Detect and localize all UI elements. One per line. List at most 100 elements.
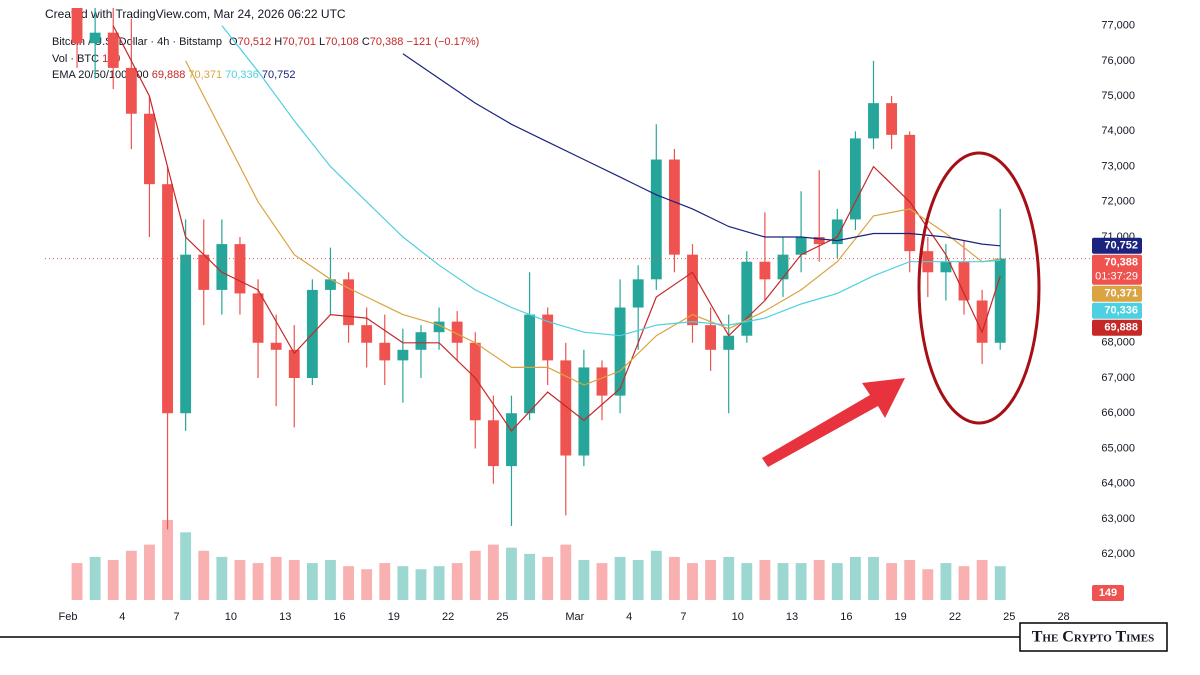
price-tag <box>1092 319 1142 336</box>
volume-bar <box>451 563 463 600</box>
candle-body <box>886 103 898 135</box>
volume-bar <box>144 544 155 600</box>
candle-body <box>542 314 554 361</box>
x-tick-label: Feb <box>59 611 78 623</box>
x-tick-label: 10 <box>225 611 237 623</box>
volume-bar <box>668 556 680 600</box>
ema-line <box>112 25 1001 432</box>
volume-bar <box>705 560 717 600</box>
volume-bar <box>976 560 988 600</box>
volume-bar <box>415 569 427 600</box>
candle-body <box>940 261 952 273</box>
candle-body <box>252 293 264 343</box>
candle-body <box>487 420 499 467</box>
ema-line <box>185 60 1001 386</box>
volume-bar <box>596 563 608 600</box>
candle-body <box>288 349 300 378</box>
x-tick-label: 16 <box>333 611 345 623</box>
created-note: Created with TradingView.com, Mar 24, 20… <box>45 7 346 21</box>
y-tick-label: 64,000 <box>1101 478 1135 490</box>
candle-body <box>343 279 354 326</box>
candle-body <box>849 138 861 220</box>
x-tick-label: 13 <box>279 611 291 623</box>
x-tick-label: 10 <box>732 611 744 623</box>
volume-tag <box>1092 585 1124 601</box>
volume-bar <box>180 532 192 600</box>
candle-body <box>198 254 210 290</box>
volume-bar <box>759 560 771 600</box>
countdown: 01:37:29 <box>1095 271 1138 283</box>
logo: The Crypto Times <box>1032 629 1155 646</box>
volume-bar <box>886 563 898 600</box>
volume-bar <box>650 550 662 600</box>
candle-body <box>451 321 463 343</box>
price-tag-label: 69,888 <box>1104 322 1138 334</box>
volume-bar <box>560 544 572 600</box>
volume-bar <box>343 566 354 600</box>
ema-legend: EMA 20/50/100/200 69,888 70,371 70,336 7… <box>52 69 296 81</box>
y-tick-label: 66,000 <box>1101 407 1135 419</box>
volume-bar <box>288 560 300 600</box>
x-tick-label: 25 <box>496 611 508 623</box>
volume-bar <box>614 556 626 600</box>
candle-body <box>813 237 825 245</box>
price-tag <box>1092 302 1142 319</box>
x-tick-label: 19 <box>895 611 907 623</box>
candle-body <box>144 113 155 185</box>
price-tag <box>1092 285 1142 302</box>
ohlc-value: 70,512 <box>238 36 272 48</box>
ohlc-value: 70,108 <box>325 36 359 48</box>
x-tick-label: 28 <box>1057 611 1069 623</box>
ohlc-key: H <box>274 36 282 48</box>
candle-body <box>759 261 771 280</box>
volume-bar <box>831 563 843 600</box>
candle-body <box>831 219 843 245</box>
volume-bar <box>107 560 119 600</box>
logo-box <box>1019 622 1168 652</box>
ema-line <box>402 53 1001 247</box>
volume-bar <box>469 550 481 600</box>
volume-bar <box>940 563 952 600</box>
candle-body <box>687 254 698 326</box>
volume-bar <box>542 556 554 600</box>
volume-bar <box>125 550 137 600</box>
volume-bar <box>216 556 228 600</box>
candle-body <box>795 237 807 255</box>
candle-body <box>216 244 228 290</box>
volume-bar <box>632 560 644 600</box>
plot-area <box>45 8 1090 600</box>
volume-bar <box>433 566 445 600</box>
volume-bar <box>306 563 318 600</box>
candle-body <box>415 332 427 350</box>
volume-bar <box>777 563 789 600</box>
volume-bar <box>868 556 879 600</box>
volume-bar <box>252 563 264 600</box>
candle-body <box>632 279 644 308</box>
volume-bar <box>904 560 916 600</box>
ema-value: 70,752 <box>262 69 296 81</box>
candle-body <box>379 342 391 361</box>
candle-body <box>270 342 282 350</box>
candle-body <box>560 360 572 456</box>
ohlc-value: 70,388 <box>370 36 404 48</box>
volume-bar <box>795 563 807 600</box>
x-tick-label: 22 <box>949 611 961 623</box>
y-tick-label: 67,000 <box>1101 372 1135 384</box>
price-tag-label: 70,336 <box>1104 305 1138 317</box>
price-tag-label: 70,752 <box>1104 240 1138 252</box>
volume-bar <box>270 556 282 600</box>
volume-bar <box>994 566 1006 600</box>
ema-line <box>221 25 1001 337</box>
candle-body <box>107 32 119 68</box>
volume-bar <box>487 544 499 600</box>
volume-bar <box>162 520 173 600</box>
volume-bar <box>922 569 934 600</box>
volume-bar <box>397 566 409 600</box>
x-tick-label: 25 <box>1003 611 1015 623</box>
volume-bar <box>506 547 517 600</box>
candle-body <box>994 258 1006 343</box>
price-tag-label: 70,371 <box>1104 288 1138 300</box>
price-tag <box>1092 237 1142 254</box>
